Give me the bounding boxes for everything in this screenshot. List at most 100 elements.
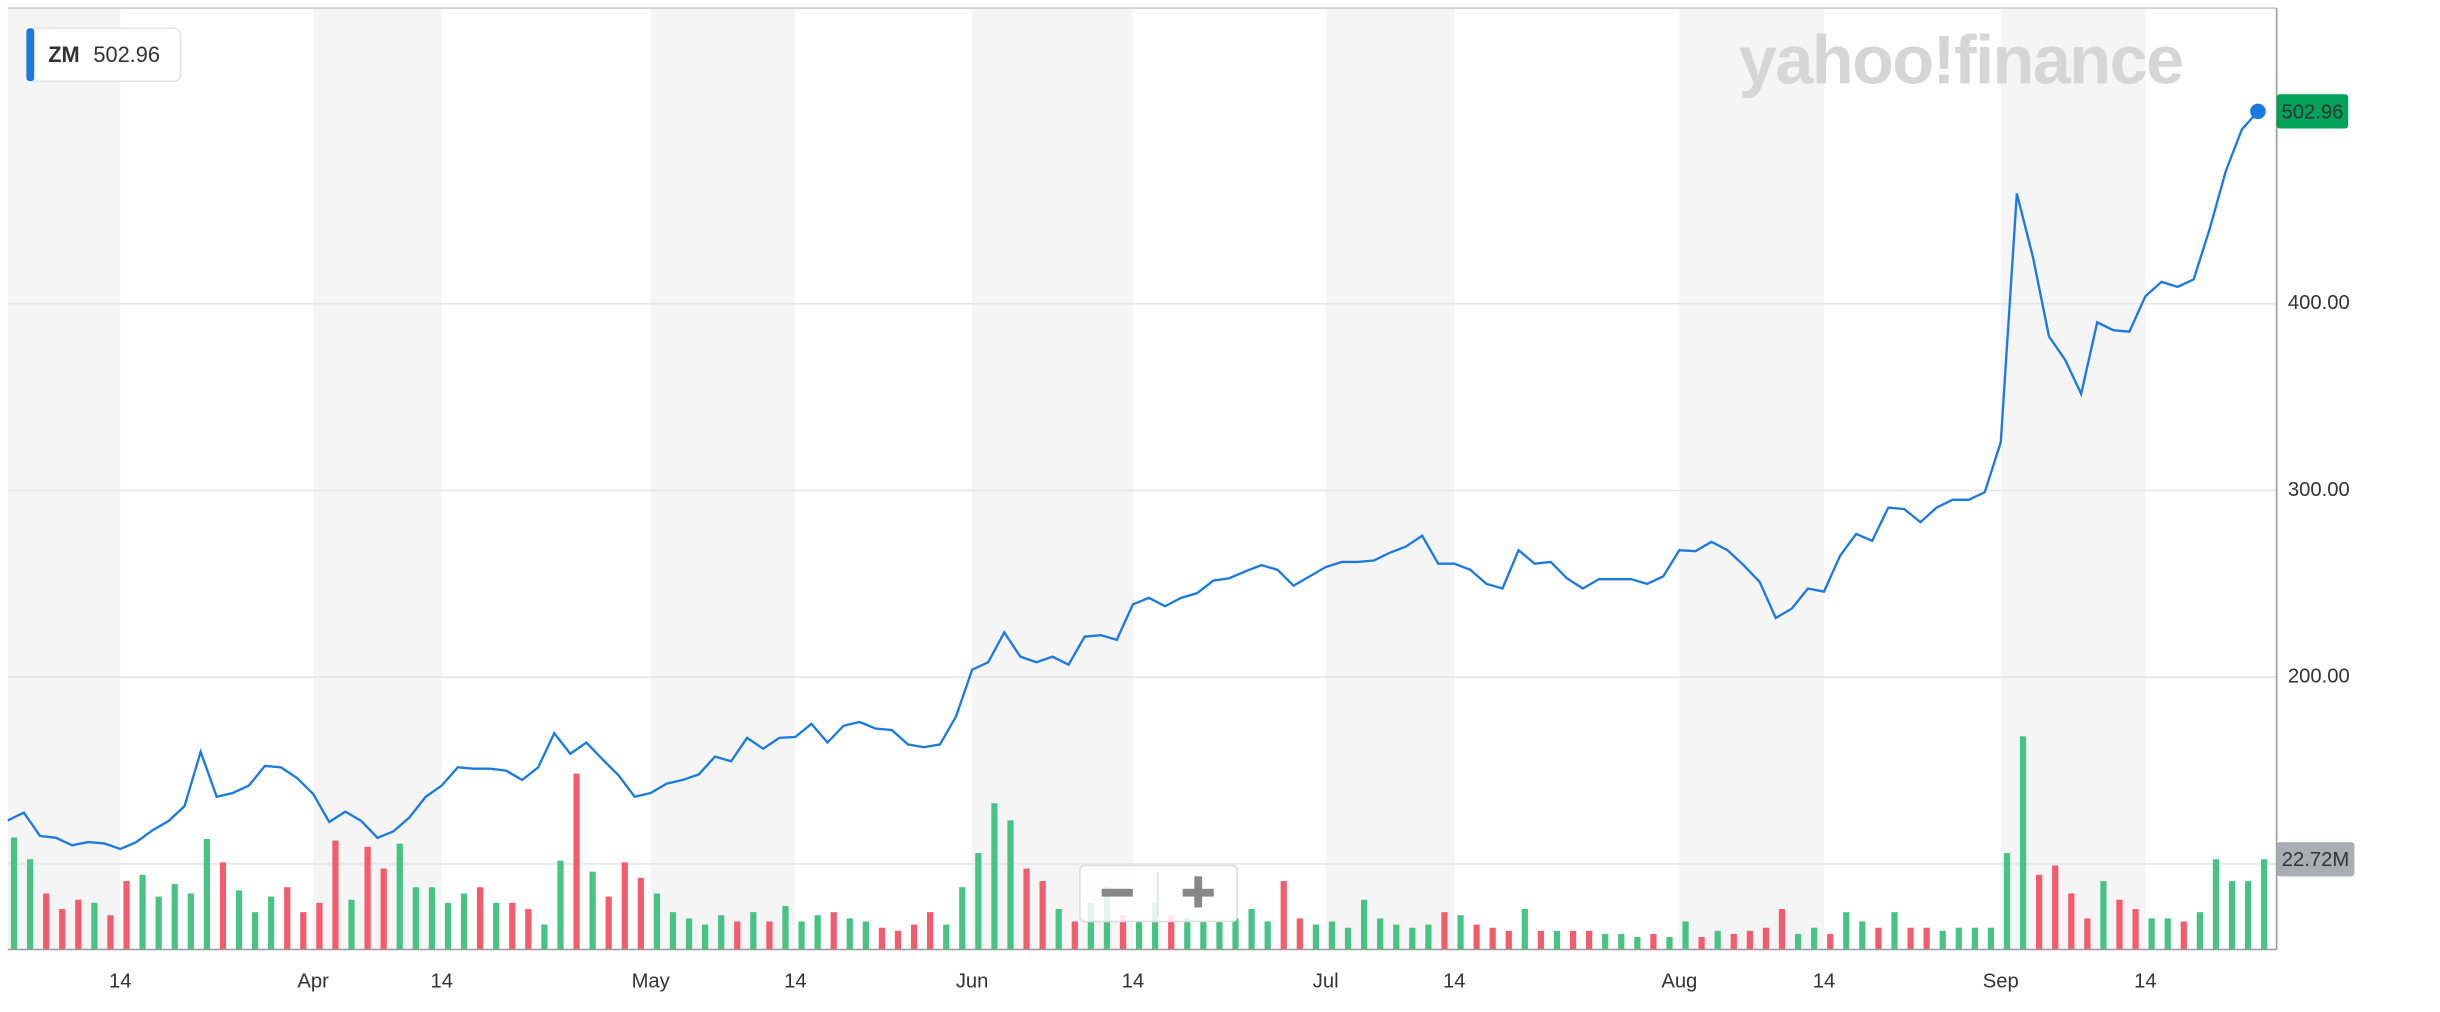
volume-bar [235, 890, 243, 950]
volume-bar [846, 918, 853, 950]
volume-bar [1746, 930, 1753, 950]
volume-bar [43, 893, 50, 950]
volume-bar [1152, 902, 1159, 950]
volume-bar [2036, 874, 2043, 950]
volume-bar [1907, 927, 1914, 950]
volume-bar [1168, 915, 1175, 950]
volume-bar [1875, 927, 1882, 950]
volume-bar [1264, 921, 1271, 950]
x-tick-label: 14 [1122, 971, 1145, 993]
y-tick-label: 300.00 [2288, 479, 2350, 501]
zoom-in-button[interactable] [1159, 865, 1237, 921]
volume-bar [991, 803, 998, 950]
legend-swatch [26, 28, 35, 82]
volume-bar [1939, 930, 1946, 950]
volume-bar [1537, 930, 1545, 950]
volume-bar [830, 912, 837, 950]
volume-bar [219, 862, 227, 950]
grid [7, 302, 2277, 865]
volume-bar [2180, 921, 2187, 950]
volume-bar [348, 899, 355, 950]
volume-bar [1955, 927, 1962, 950]
x-tick-label: Sep [1983, 971, 2019, 993]
volume-bar [1666, 937, 1673, 950]
volume-bar [589, 871, 596, 950]
volume-bar [1730, 933, 1737, 950]
band [1325, 8, 1455, 950]
volume-bar [1328, 921, 1336, 950]
volume-bar [1778, 909, 1786, 950]
volume-bar [268, 896, 275, 950]
x-tick-label: May [632, 971, 671, 993]
x-tick-label: 14 [1813, 971, 1836, 993]
volume-bar [1377, 918, 1384, 950]
volume-bar [653, 893, 661, 950]
x-tick-label: Jun [956, 971, 989, 993]
volume-bar [1489, 927, 1496, 950]
volume-bar [878, 927, 886, 950]
volume-bar [493, 902, 500, 950]
band [1679, 8, 1824, 950]
volume-bar [1811, 927, 1818, 950]
volume-bar [203, 839, 210, 950]
volume-bar [2244, 881, 2252, 950]
value-tags: 502.96 22.72M [2276, 94, 2355, 877]
volume-bar [1505, 930, 1512, 950]
volume-bar [1087, 902, 1094, 950]
volume-bar [1843, 912, 1850, 950]
volume-bar [1248, 909, 1255, 950]
volume-bar [862, 921, 869, 950]
volume-bar [139, 874, 146, 950]
volume-bar [332, 840, 339, 950]
volume-bars [10, 736, 2268, 950]
volume-bar [2148, 918, 2155, 950]
volume-bar [782, 905, 789, 950]
x-tick-label: Jul [1313, 971, 1339, 993]
volume-bar [1923, 927, 1930, 950]
legend: ZM 502.96 [25, 27, 182, 82]
volume-bar [26, 859, 34, 950]
volume-bar [364, 846, 371, 950]
volume-bar [187, 893, 194, 950]
volume-bar [1987, 927, 1995, 950]
volume-bar [943, 924, 950, 950]
volume-bar [1553, 930, 1561, 950]
volume-bar [412, 887, 419, 950]
x-tick-label: 14 [1443, 971, 1466, 993]
volume-bar [251, 912, 259, 950]
volume-bar [1280, 881, 1287, 950]
volume-bar [1232, 918, 1239, 950]
band [7, 8, 121, 950]
volume-bar [734, 921, 741, 950]
volume-bar [814, 915, 821, 950]
volume-tag-label: 22.72M [2282, 849, 2349, 871]
price-line [7, 103, 2266, 851]
volume-bar [605, 896, 612, 950]
volume-bar [1425, 924, 1432, 950]
price-tag [2276, 94, 2349, 129]
minus-icon [1101, 888, 1133, 897]
volume-bar [975, 852, 982, 950]
zoom-out-button[interactable] [1080, 865, 1158, 921]
volume-bar [107, 915, 114, 950]
volume-bar [1119, 915, 1127, 950]
volume-bar [1891, 912, 1898, 950]
volume-bar [1827, 933, 1834, 950]
volume-bar [300, 912, 307, 950]
legend-symbol: ZM [48, 42, 79, 67]
volume-bar [444, 902, 452, 950]
band [313, 8, 442, 950]
volume-bar [1457, 915, 1464, 950]
volume-bar [155, 896, 162, 950]
volume-bar [894, 930, 902, 950]
volume-bar [1618, 933, 1625, 950]
volume-bar [2196, 912, 2203, 950]
volume-bar [2003, 852, 2011, 950]
volume-bar [1200, 921, 1207, 950]
volume-bar [1135, 921, 1143, 950]
volume-bar [1602, 933, 1609, 950]
volume-bar [1650, 933, 1657, 950]
volume-bar [669, 912, 677, 950]
volume-bar [1473, 924, 1480, 950]
